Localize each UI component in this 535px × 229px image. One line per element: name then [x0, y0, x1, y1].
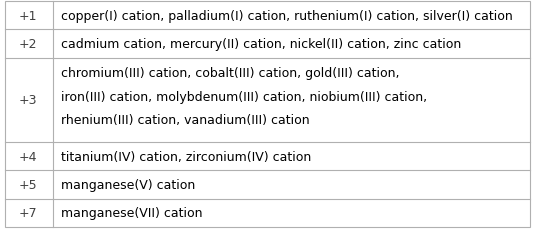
Text: +7: +7: [18, 206, 37, 219]
Text: +1: +1: [18, 10, 37, 23]
Text: +2: +2: [18, 38, 37, 51]
Text: iron(III) cation, molybdenum(III) cation, niobium(III) cation,: iron(III) cation, molybdenum(III) cation…: [60, 90, 427, 103]
Text: titanium(IV) cation, zirconium(IV) cation: titanium(IV) cation, zirconium(IV) catio…: [60, 150, 311, 163]
Text: +4: +4: [18, 150, 37, 163]
Text: rhenium(III) cation, vanadium(III) cation: rhenium(III) cation, vanadium(III) catio…: [60, 114, 309, 126]
Text: manganese(V) cation: manganese(V) cation: [60, 178, 195, 191]
Text: manganese(VII) cation: manganese(VII) cation: [60, 206, 202, 219]
Text: +5: +5: [18, 178, 37, 191]
Text: cadmium cation, mercury(II) cation, nickel(II) cation, zinc cation: cadmium cation, mercury(II) cation, nick…: [60, 38, 461, 51]
Text: chromium(III) cation, cobalt(III) cation, gold(III) cation,: chromium(III) cation, cobalt(III) cation…: [60, 67, 399, 80]
Text: copper(I) cation, palladium(I) cation, ruthenium(I) cation, silver(I) cation: copper(I) cation, palladium(I) cation, r…: [60, 10, 513, 23]
Text: +3: +3: [18, 94, 37, 107]
